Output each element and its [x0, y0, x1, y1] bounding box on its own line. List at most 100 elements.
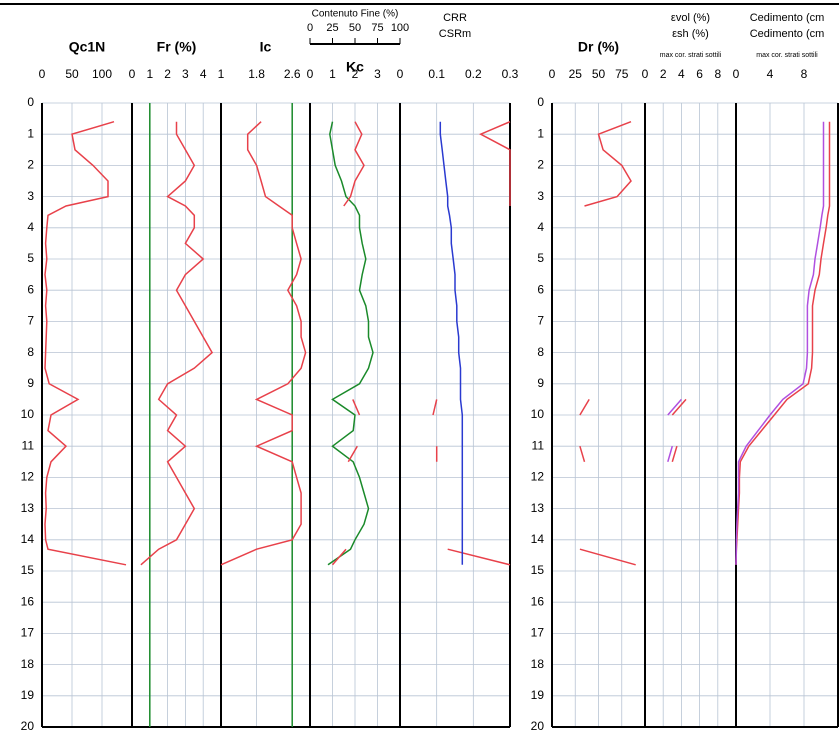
- series-line: [659, 399, 682, 549]
- x-tick-label: 8: [714, 67, 721, 81]
- series-name: CSRm: [439, 28, 471, 40]
- series-name: εsh (%): [672, 28, 709, 40]
- x-tick-label: 0: [129, 67, 136, 81]
- y-tick-label: 19: [21, 688, 35, 702]
- y-tick-label: 10: [21, 407, 35, 421]
- series-line: [327, 121, 374, 566]
- y-tick-label: 0: [537, 95, 544, 109]
- x-tick-label: 4: [200, 67, 207, 81]
- y-tick-label: 17: [531, 626, 545, 640]
- y-tick-label: 1: [27, 126, 34, 140]
- y-tick-label: 11: [22, 438, 35, 452]
- y-tick-label: 3: [537, 189, 544, 203]
- y-tick-label: 20: [531, 719, 545, 733]
- series-line: [432, 121, 511, 566]
- series-name: εvol (%): [671, 12, 710, 24]
- x-tick-label: 0.1: [428, 67, 445, 81]
- x-tick-label: 0.3: [502, 67, 519, 81]
- x-tick-label: 0: [39, 67, 46, 81]
- x2-tick-label: 25: [326, 22, 338, 34]
- series-line: [735, 121, 825, 565]
- x2-tick-label: 50: [349, 22, 361, 34]
- y-tick-label: 9: [537, 376, 544, 390]
- y-tick-label: 7: [27, 314, 34, 328]
- y-tick-label: 8: [537, 345, 544, 359]
- series-line: [579, 120, 636, 566]
- y-tick-label: 11: [532, 438, 545, 452]
- series-line: [220, 121, 307, 566]
- y-tick-label: 2: [537, 158, 544, 172]
- x-tick-label: 1.8: [248, 67, 265, 81]
- y-tick-label: 14: [21, 532, 35, 546]
- y-tick-label: 18: [531, 657, 545, 671]
- x2-tick-label: 0: [307, 22, 313, 34]
- y-tick-label: 6: [27, 282, 34, 296]
- y-tick-label: 4: [537, 220, 544, 234]
- panel-subtitle: max cor. strati sottili: [660, 52, 722, 59]
- y-tick-label: 12: [531, 470, 545, 484]
- x-tick-label: 25: [569, 67, 583, 81]
- y-tick-label: 2: [27, 158, 34, 172]
- y-tick-label: 16: [531, 594, 545, 608]
- y-tick-label: 15: [21, 563, 35, 577]
- y-tick-label: 15: [531, 563, 545, 577]
- y-tick-label: 7: [537, 314, 544, 328]
- series-line: [735, 121, 831, 565]
- y-tick-label: 17: [21, 626, 35, 640]
- x-tick-label: 6: [696, 67, 703, 81]
- y-tick-label: 3: [27, 189, 34, 203]
- x-tick-label: 0: [733, 67, 740, 81]
- x-tick-label: 2: [352, 67, 359, 81]
- x-tick-label: 0: [397, 67, 404, 81]
- y-tick-label: 14: [531, 532, 545, 546]
- y-tick-label: 5: [27, 251, 34, 265]
- y-tick-label: 18: [21, 657, 35, 671]
- series-line: [439, 121, 464, 565]
- panel-title: Fr (%): [157, 39, 197, 55]
- x-tick-label: 100: [92, 67, 112, 81]
- series-name: Cedimento (cm: [750, 12, 825, 24]
- panel-title: Dr (%): [578, 39, 619, 55]
- series-name: Cedimento (cm: [750, 28, 825, 40]
- x-tick-label: 50: [592, 67, 606, 81]
- x-tick-label: 0.2: [465, 67, 482, 81]
- y-tick-label: 19: [531, 688, 545, 702]
- x-tick-label: 4: [678, 67, 685, 81]
- x-tick-label: 75: [615, 67, 629, 81]
- x-tick-label: 0: [307, 67, 314, 81]
- y-tick-label: 6: [537, 282, 544, 296]
- y-tick-label: 13: [531, 501, 545, 515]
- series-line: [44, 120, 127, 566]
- x-tick-label: 0: [642, 67, 649, 81]
- x-tick-label: 4: [767, 67, 774, 81]
- y-tick-label: 1: [537, 126, 544, 140]
- panel-title: Qc1N: [69, 39, 106, 55]
- x-tick-label: 8: [801, 67, 808, 81]
- y-tick-label: 10: [531, 407, 545, 421]
- y-tick-label: 20: [21, 719, 35, 733]
- panel-subtitle: max cor. strati sottili: [756, 52, 818, 59]
- x2-tick-label: 75: [371, 22, 383, 34]
- x-tick-label: 2.6: [284, 67, 301, 81]
- x-tick-label: 0: [549, 67, 556, 81]
- series-line: [331, 121, 365, 566]
- x2-tick-label: 100: [391, 22, 409, 34]
- y-tick-label: 0: [27, 95, 34, 109]
- x-tick-label: 3: [182, 67, 189, 81]
- x-tick-label: 1: [146, 67, 153, 81]
- series-name: CRR: [443, 12, 467, 24]
- y-tick-label: 4: [27, 220, 34, 234]
- x-tick-label: 2: [164, 67, 171, 81]
- y-tick-label: 12: [21, 470, 35, 484]
- panel-title: Ic: [260, 39, 272, 55]
- x-tick-label: 1: [329, 67, 336, 81]
- y-tick-label: 5: [537, 251, 544, 265]
- x-tick-label: 3: [374, 67, 381, 81]
- panel-title: Kc: [346, 59, 364, 75]
- y-tick-label: 8: [27, 345, 34, 359]
- x-tick-label: 1: [218, 67, 225, 81]
- x2-label: Contenuto Fine (%): [312, 9, 399, 20]
- x-tick-label: 2: [660, 67, 667, 81]
